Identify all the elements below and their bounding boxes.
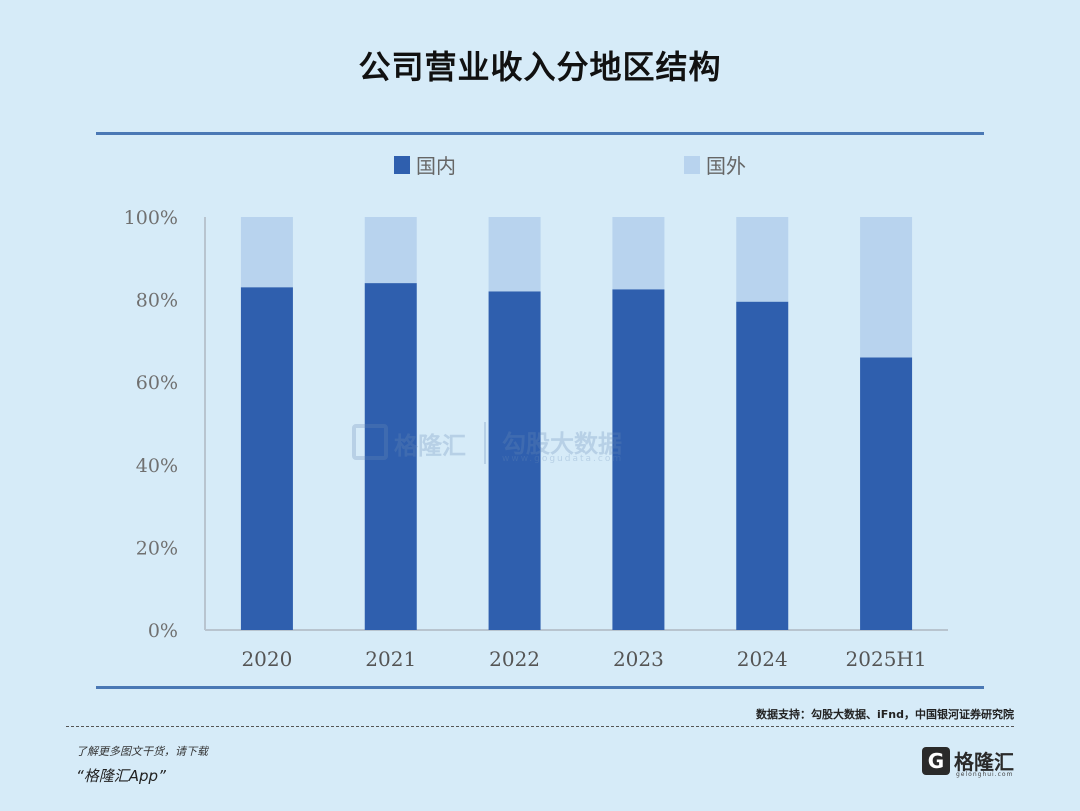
legend-label: 国外 (706, 154, 746, 178)
bar-domestic (364, 283, 417, 630)
bar-domestic (488, 291, 541, 630)
bar-overseas (860, 217, 913, 358)
watermark-name-secondary: 勾股大数据 (502, 430, 622, 458)
legend-label: 国内 (416, 154, 456, 178)
footer-note: 了解更多图文干货，请下载 (76, 745, 208, 758)
x-tick-label: 2020 (241, 647, 292, 671)
bar-overseas (488, 217, 541, 292)
legend-swatch (684, 156, 700, 174)
y-tick-label: 80% (136, 290, 178, 312)
bar-domestic (612, 289, 665, 630)
footer-divider (66, 726, 1014, 727)
y-tick-label: 100% (124, 207, 178, 229)
x-tick-label: 2025H1 (846, 647, 927, 671)
y-tick-label: 0% (148, 620, 178, 642)
y-tick-label: 40% (136, 455, 178, 477)
brand-logo-icon: G (922, 747, 950, 775)
legend-swatch (394, 156, 410, 174)
brand-name: 格隆汇 (954, 750, 1014, 774)
x-tick-label: 2023 (613, 647, 664, 671)
data-source: 数据支持：勾股大数据、iFnd，中国银河证券研究院 (756, 708, 1014, 721)
bar-domestic (736, 301, 789, 630)
watermark-name: 格隆汇 (394, 432, 466, 460)
x-tick-label: 2021 (365, 647, 416, 671)
brand: G 格隆汇 gelonghui.com (922, 745, 1022, 779)
bar-overseas (364, 217, 417, 284)
x-tick-label: 2024 (737, 647, 788, 671)
bar-domestic (860, 357, 913, 630)
bar-overseas (736, 217, 789, 302)
bar-domestic (240, 287, 293, 630)
watermark-url: www.gogudata.com (502, 454, 624, 464)
y-tick-label: 20% (136, 537, 178, 559)
top-rule (96, 132, 984, 135)
chart-title: 公司营业收入分地区结构 (358, 48, 722, 86)
bar-overseas (612, 217, 665, 290)
x-tick-label: 2022 (489, 647, 540, 671)
brand-url: gelonghui.com (956, 771, 1014, 778)
watermark-separator (484, 422, 486, 464)
watermark-logo-icon (352, 424, 388, 460)
watermark: 格隆汇 勾股大数据 www.gogudata.com (352, 420, 622, 470)
y-tick-label: 60% (136, 372, 178, 394)
bottom-rule (96, 686, 984, 689)
bar-overseas (240, 217, 293, 288)
footer-app-name: “格隆汇App” (76, 767, 166, 785)
